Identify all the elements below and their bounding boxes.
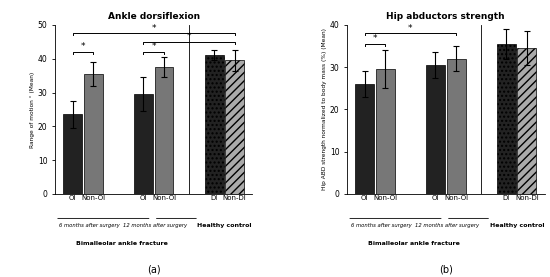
Text: 6 months after surgery: 6 months after surgery [351,223,412,228]
Text: Bimalleolar ankle fracture: Bimalleolar ankle fracture [76,241,168,246]
Text: *: * [81,42,85,51]
Bar [63,114,82,194]
Bar [134,94,153,194]
Text: *: * [187,32,191,41]
Text: 12 months after surgery: 12 months after surgery [415,223,479,228]
Text: 6 months after surgery: 6 months after surgery [59,223,120,228]
Bar [84,74,103,194]
Bar [426,65,445,194]
Text: Bimalleolar ankle fracture: Bimalleolar ankle fracture [368,241,460,246]
Text: *: * [373,34,377,43]
Bar [376,69,395,194]
Text: *: * [408,24,412,33]
Bar [497,44,516,194]
Bar [226,60,244,194]
Text: Healthy control: Healthy control [490,223,544,228]
Bar [205,55,223,194]
Bar [518,48,536,194]
Title: Ankle dorsiflexion: Ankle dorsiflexion [108,12,200,21]
Bar [155,67,173,194]
Title: Hip abductors strength: Hip abductors strength [387,12,505,21]
Text: *: * [151,24,156,33]
Text: Healthy control: Healthy control [197,223,252,228]
Y-axis label: Hip ABD strength normalized to body mass (%) (Mean): Hip ABD strength normalized to body mass… [322,29,327,190]
Text: (b): (b) [439,265,453,275]
Bar [447,59,465,194]
Bar [355,84,374,194]
Y-axis label: Range of motion ° (Mean): Range of motion ° (Mean) [30,71,35,148]
Text: (a): (a) [147,265,161,275]
Text: *: * [151,42,156,51]
Text: 12 months after surgery: 12 months after surgery [123,223,187,228]
